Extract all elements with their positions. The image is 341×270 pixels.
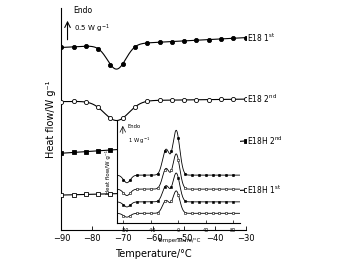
Text: E18 1$^\mathrm{st}$: E18 1$^\mathrm{st}$	[247, 32, 276, 44]
Text: E18H 2$^\mathrm{nd}$: E18H 2$^\mathrm{nd}$	[247, 135, 283, 147]
X-axis label: Temperature/°C: Temperature/°C	[115, 249, 192, 259]
Text: E18 2$^\mathrm{nd}$: E18 2$^\mathrm{nd}$	[247, 93, 277, 105]
Text: 0.5 W g$^{-1}$: 0.5 W g$^{-1}$	[74, 23, 109, 35]
Y-axis label: Heat flow/W g⁻¹: Heat flow/W g⁻¹	[46, 80, 56, 158]
Text: E18H 1$^\mathrm{st}$: E18H 1$^\mathrm{st}$	[247, 184, 281, 196]
Text: Endo: Endo	[74, 6, 93, 15]
